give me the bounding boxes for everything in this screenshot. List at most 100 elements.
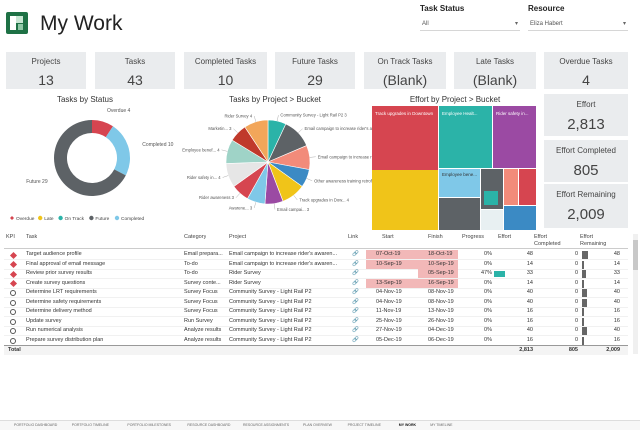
table-scrollbar[interactable]: [633, 234, 638, 354]
chevron-down-icon[interactable]: ▾: [622, 21, 626, 27]
progress-cell: 47%: [480, 270, 492, 276]
column-header-link[interactable]: Link: [348, 234, 359, 240]
kpi-value: 43: [127, 72, 143, 88]
kpi-label: Effort: [576, 100, 596, 109]
link-icon[interactable]: 🔗: [352, 289, 359, 295]
planner-logo-icon: [6, 12, 28, 34]
treemap-tile[interactable]: [519, 169, 536, 205]
table-row[interactable]: Final approval of email message To-do Emai…: [4, 259, 628, 270]
task-status-dropdown[interactable]: All ▾: [420, 17, 520, 31]
overdue-diamond-icon: [9, 260, 17, 269]
pie-leader-line: [306, 178, 313, 181]
pie-leader-line: [298, 128, 303, 133]
link-icon[interactable]: 🔗: [352, 270, 359, 276]
link-icon[interactable]: 🔗: [352, 279, 359, 286]
resource-dropdown[interactable]: Eliza Habert ▾: [528, 17, 628, 31]
treemap-tile[interactable]: [439, 198, 480, 230]
tasks-by-project-pie-chart[interactable]: Community Survey - Light Rail P2 3 Email …: [172, 104, 372, 222]
effort-remaining-cell: 40: [613, 298, 620, 305]
treemap-tile[interactable]: [372, 106, 438, 170]
report-tab[interactable]: MY TIMELINE: [430, 423, 453, 427]
kpi-card-late-tasks: Late Tasks (Blank): [454, 52, 536, 89]
pie-slice-label: Community Survey - Light Rail P2 3: [280, 113, 347, 118]
treemap-tile[interactable]: [493, 106, 536, 168]
link-icon[interactable]: 🔗: [352, 317, 359, 324]
chart-title-tasks-by-status: Tasks by Status: [56, 95, 114, 104]
tasks-by-status-donut-chart[interactable]: Overdue 4 Completed 10 Future 29 Overdue Lat…: [4, 104, 184, 228]
legend-label[interactable]: On Track: [65, 216, 85, 222]
column-header-effort-completed[interactable]: Effort Completed: [534, 234, 561, 247]
table-total-row: Total 2,813 805 2,009: [4, 345, 628, 355]
legend-label[interactable]: Completed: [121, 216, 145, 222]
report-tab[interactable]: MY WORK: [398, 423, 417, 427]
effort-treemap-chart[interactable]: Track upgrades in Downtown Employee Heal…: [372, 106, 536, 230]
column-header-effort[interactable]: Effort: [498, 234, 512, 240]
table-row[interactable]: Create survey questions Survey conte... Ri…: [4, 278, 628, 289]
effort-remaining-cell: 40: [613, 327, 620, 333]
table-row[interactable]: Target audience profile Email prepara... E…: [4, 250, 628, 260]
legend-label[interactable]: Overdue: [16, 216, 35, 222]
table-row[interactable]: Prepare survey distribution plan Analyze …: [4, 336, 628, 346]
link-icon[interactable]: 🔗: [352, 308, 359, 314]
treemap-tile[interactable]: [504, 169, 518, 205]
donut-slice[interactable]: [92, 120, 113, 138]
task-table[interactable]: KPI Task Category Project Link Start Fin…: [4, 233, 628, 355]
finish-cell: 13-Nov-19: [428, 308, 454, 314]
effort-cell: 40: [526, 289, 533, 295]
column-header-category[interactable]: Category: [184, 234, 207, 240]
column-header-project[interactable]: Project: [229, 234, 247, 240]
progress-cell: 0%: [484, 336, 492, 343]
link-icon[interactable]: 🔗: [352, 251, 359, 257]
column-header-finish[interactable]: Finish: [428, 234, 443, 240]
start-cell: 07-Oct-19: [366, 250, 418, 259]
future-circle-icon: [10, 318, 16, 325]
table-row[interactable]: Update survey Run Survey Community Survey …: [4, 317, 628, 327]
treemap-tile[interactable]: [481, 210, 503, 230]
legend-dot-icon: [114, 215, 120, 221]
table-scrollbar-thumb[interactable]: [633, 240, 638, 270]
report-tab[interactable]: PORTFOLIO TIMELINE: [71, 423, 110, 427]
report-tab[interactable]: RESOURCE ASSIGNMENTS: [243, 423, 290, 427]
category-cell: Analyze results: [184, 327, 222, 333]
report-tab[interactable]: PORTFOLIO DASHBOARD: [14, 423, 58, 427]
treemap-tile[interactable]: [484, 191, 498, 205]
pie-slice[interactable]: [244, 119, 269, 163]
project-cell: Community Survey - Light Rail P2: [229, 308, 312, 314]
link-icon[interactable]: 🔗: [352, 260, 359, 267]
table-row[interactable]: Run numerical analysis Analyze results Com…: [4, 326, 628, 336]
table-row[interactable]: Review prior survey results To-do Rider Su…: [4, 269, 628, 279]
effort-remaining-cell: 14: [613, 279, 620, 286]
report-tab[interactable]: PLAN OVERVIEW: [303, 423, 332, 427]
effort-cell: 40: [526, 298, 533, 305]
resource-filter[interactable]: Resource Eliza Habert ▾: [528, 4, 628, 31]
link-icon[interactable]: 🔗: [352, 327, 359, 333]
donut-slice[interactable]: [53, 120, 126, 196]
progress-cell: 0%: [484, 289, 492, 295]
effort-remaining-cell: 48: [613, 251, 620, 257]
report-tab[interactable]: RESOURCE DASHBOARD: [187, 423, 231, 427]
table-row[interactable]: Determine safety requirements Survey Focu…: [4, 298, 628, 308]
kpi-value: 10: [217, 72, 234, 88]
report-tab[interactable]: PROJECT TIMELINE: [347, 423, 381, 427]
link-icon[interactable]: 🔗: [352, 298, 359, 305]
column-header-kpi[interactable]: KPI: [6, 234, 15, 240]
treemap-tile[interactable]: [372, 170, 438, 230]
table-row[interactable]: Determine delivery method Survey Focus Com…: [4, 307, 628, 317]
task-status-filter[interactable]: Task Status All ▾: [420, 4, 520, 31]
legend-label[interactable]: Late: [44, 216, 54, 222]
column-header-effort-remaining[interactable]: Effort Remaining: [580, 234, 607, 247]
treemap-tile[interactable]: [439, 169, 480, 197]
treemap-tile[interactable]: [439, 106, 492, 168]
legend-label[interactable]: Future: [95, 216, 109, 222]
chevron-down-icon[interactable]: ▾: [514, 21, 518, 27]
column-header-task[interactable]: Task: [26, 234, 38, 240]
link-icon[interactable]: 🔗: [352, 336, 359, 343]
table-row[interactable]: Determine LRT requirements Survey Focus Co…: [4, 288, 628, 298]
progress-cell: 0%: [484, 317, 492, 324]
effort-completed-cell: 0: [574, 327, 578, 333]
report-tab[interactable]: PORTFOLIO MILESTONES: [127, 423, 172, 427]
column-header-start[interactable]: Start: [382, 234, 394, 240]
treemap-tile[interactable]: [504, 206, 536, 230]
column-header-progress[interactable]: Progress: [462, 234, 485, 240]
donut-slice[interactable]: [105, 126, 130, 176]
